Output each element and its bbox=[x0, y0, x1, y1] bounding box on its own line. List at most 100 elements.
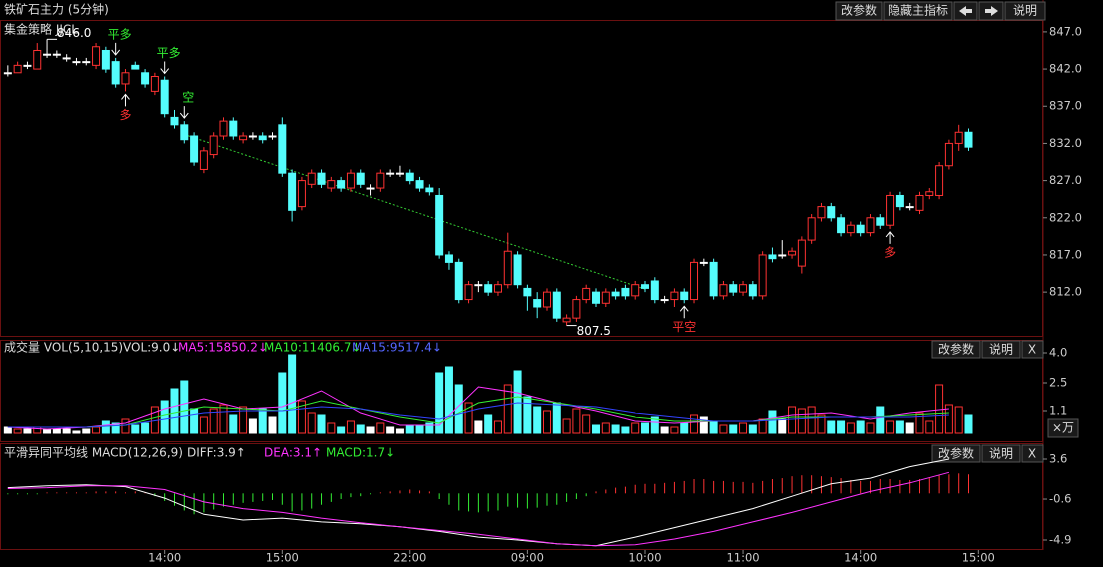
signal-arrow bbox=[885, 231, 895, 244]
volume-bar bbox=[739, 422, 748, 434]
extreme-label: 807.5 bbox=[577, 324, 611, 338]
candle-body bbox=[582, 287, 591, 301]
candle-body bbox=[111, 61, 120, 85]
prev-button[interactable] bbox=[953, 1, 978, 21]
candle-body bbox=[513, 254, 522, 286]
volume-bar bbox=[964, 414, 973, 434]
volume-bar bbox=[866, 422, 875, 434]
candle-body bbox=[190, 135, 199, 163]
candle-body bbox=[3, 72, 12, 75]
button[interactable]: 说明 bbox=[981, 340, 1021, 359]
candle-body bbox=[827, 206, 836, 219]
y-tick-label: 812.0 bbox=[1049, 285, 1082, 299]
legend-entry: DIFF:3.9↑ bbox=[187, 446, 246, 460]
candle-body bbox=[778, 254, 787, 257]
candle-body bbox=[199, 150, 208, 170]
volume-bar bbox=[356, 424, 365, 434]
signal-arrow bbox=[160, 61, 170, 75]
panel-title: 平滑异同平均线 MACD(12,26,9) bbox=[4, 446, 183, 460]
volume-bar bbox=[699, 416, 708, 434]
volume-bar bbox=[23, 428, 32, 434]
button-label[interactable]: 说明 bbox=[1013, 3, 1037, 18]
volume-bar bbox=[101, 420, 110, 434]
button-label[interactable]: X bbox=[1028, 447, 1036, 461]
button-label[interactable]: 说明 bbox=[989, 342, 1013, 357]
value-text: VOL:9.0↓ bbox=[123, 341, 180, 355]
volume-bar bbox=[307, 412, 316, 434]
y-tick-label: 817.0 bbox=[1049, 247, 1082, 261]
candle-body bbox=[386, 172, 395, 175]
candle-body bbox=[895, 194, 904, 208]
candle-body bbox=[621, 287, 630, 297]
volume-bar bbox=[13, 428, 22, 434]
volume-bar bbox=[229, 414, 238, 434]
volume-bar bbox=[52, 428, 61, 434]
volume-bar bbox=[317, 414, 326, 434]
volume-bar bbox=[562, 418, 571, 434]
candle-body bbox=[807, 217, 816, 241]
button-label[interactable]: 说明 bbox=[989, 446, 1013, 461]
button[interactable]: 说明 bbox=[981, 444, 1021, 463]
volume-bar bbox=[876, 406, 885, 434]
candle-body bbox=[317, 172, 326, 185]
volume-bar bbox=[954, 406, 963, 434]
button-label[interactable]: 隐藏主指标 bbox=[888, 3, 948, 18]
volume-bar bbox=[131, 424, 140, 434]
close-button[interactable]: X bbox=[1021, 444, 1044, 463]
signal-label: 平空 bbox=[672, 320, 696, 334]
candle-body bbox=[376, 172, 385, 189]
candle-body bbox=[248, 135, 257, 138]
candle-body bbox=[13, 64, 22, 74]
candle-body bbox=[719, 284, 728, 297]
volume-bar bbox=[395, 428, 404, 434]
candle-body bbox=[592, 291, 600, 304]
candle-body bbox=[788, 250, 797, 256]
button[interactable]: 隐藏主指标 bbox=[883, 1, 953, 21]
button[interactable]: 改参数 bbox=[931, 444, 981, 463]
x-tick-label: 15:00 bbox=[266, 551, 299, 565]
candle-body bbox=[641, 284, 650, 289]
button[interactable]: 说明 bbox=[1004, 1, 1046, 21]
button[interactable]: 改参数 bbox=[835, 1, 883, 21]
button-label[interactable]: 改参数 bbox=[938, 446, 974, 461]
candle-body bbox=[121, 72, 130, 85]
volume-bar bbox=[484, 414, 493, 434]
y-tick-label: 822.0 bbox=[1049, 210, 1082, 224]
button-label[interactable]: 改参数 bbox=[841, 3, 877, 18]
button-label[interactable]: X bbox=[1028, 343, 1036, 357]
candle-body bbox=[690, 261, 699, 301]
candle-body bbox=[699, 261, 708, 264]
volume-bar bbox=[82, 428, 91, 434]
candle-body bbox=[278, 124, 287, 174]
candle-body bbox=[944, 142, 953, 167]
candle-body bbox=[758, 254, 767, 297]
volume-bar bbox=[552, 402, 561, 434]
candle-body bbox=[493, 284, 502, 293]
volume-bar bbox=[425, 422, 434, 434]
candle-body bbox=[43, 53, 52, 56]
y-tick-label: 3.6 bbox=[1049, 452, 1067, 466]
close-button[interactable]: X bbox=[1021, 340, 1044, 359]
volume-bar bbox=[523, 396, 532, 434]
volume-bar bbox=[719, 424, 728, 434]
volume-bar bbox=[611, 424, 620, 434]
volume-bar bbox=[474, 420, 483, 434]
candle-body bbox=[415, 180, 424, 189]
candle-body bbox=[915, 194, 924, 211]
candle-body bbox=[209, 135, 218, 156]
signal-label: 多 bbox=[119, 108, 131, 122]
candle-body bbox=[797, 239, 806, 267]
button[interactable]: 改参数 bbox=[931, 340, 981, 359]
volume-bar bbox=[680, 422, 689, 434]
button-label[interactable]: 改参数 bbox=[938, 342, 974, 357]
signal-label: 平多 bbox=[108, 27, 132, 41]
signal-arrow bbox=[179, 106, 189, 119]
y-tick-label: 847.0 bbox=[1049, 24, 1082, 38]
candle-body bbox=[141, 72, 150, 85]
candle-body bbox=[356, 172, 365, 185]
volume-bar bbox=[631, 422, 640, 434]
volume-bar bbox=[650, 416, 659, 434]
volume-bar bbox=[327, 422, 336, 434]
volume-bar bbox=[690, 414, 699, 434]
next-button[interactable] bbox=[978, 1, 1004, 21]
